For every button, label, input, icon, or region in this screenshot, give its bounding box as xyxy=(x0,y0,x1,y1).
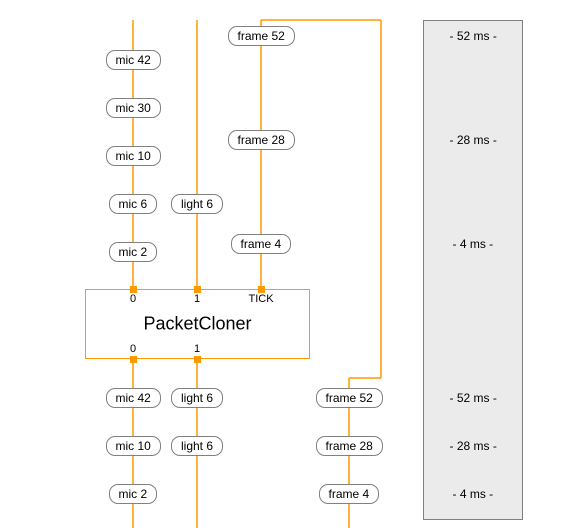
packet-node: mic 2 xyxy=(109,242,158,262)
port-marker xyxy=(258,286,265,293)
packet-node: mic 10 xyxy=(106,146,161,166)
packet-node: mic 42 xyxy=(106,50,161,70)
packet-node: frame 52 xyxy=(316,388,383,408)
port-label-out: 1 xyxy=(194,343,200,355)
port-marker xyxy=(130,356,137,363)
packet-node: frame 28 xyxy=(316,436,383,456)
packet-node: frame 28 xyxy=(228,130,295,150)
packet-node: mic 10 xyxy=(106,436,161,456)
port-marker xyxy=(194,356,201,363)
port-label-in: TICK xyxy=(249,293,274,305)
packet-node: mic 42 xyxy=(106,388,161,408)
port-marker xyxy=(194,286,201,293)
packet-node: light 6 xyxy=(171,436,223,456)
time-ruler-label: - 28 ms - xyxy=(450,439,497,453)
packet-node: frame 4 xyxy=(319,484,380,504)
port-marker xyxy=(130,286,137,293)
time-ruler-label: - 4 ms - xyxy=(453,237,494,251)
time-ruler-label: - 52 ms - xyxy=(450,29,497,43)
packet-node: light 6 xyxy=(171,194,223,214)
port-label-in: 0 xyxy=(130,293,136,305)
packet-node: frame 52 xyxy=(228,26,295,46)
calculator-title: PacketCloner xyxy=(86,314,309,335)
packet-node: frame 4 xyxy=(231,234,292,254)
port-label-in: 1 xyxy=(194,293,200,305)
packet-node: light 6 xyxy=(171,388,223,408)
time-ruler-label: - 28 ms - xyxy=(450,133,497,147)
port-label-out: 0 xyxy=(130,343,136,355)
packet-node: mic 6 xyxy=(109,194,158,214)
packet-node: mic 2 xyxy=(109,484,158,504)
packet-node: mic 30 xyxy=(106,98,161,118)
time-ruler-label: - 52 ms - xyxy=(450,391,497,405)
time-ruler-label: - 4 ms - xyxy=(453,487,494,501)
